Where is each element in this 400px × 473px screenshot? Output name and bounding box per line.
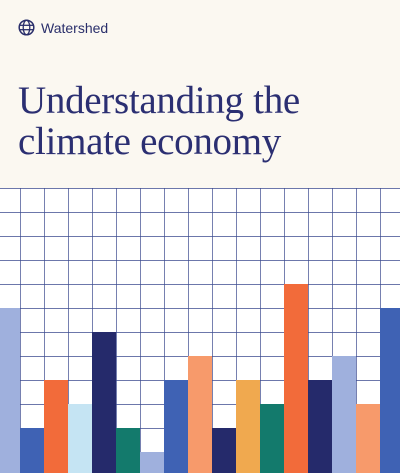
bar (44, 380, 68, 473)
bars (0, 284, 400, 473)
brand-logo (18, 19, 35, 36)
bar (380, 308, 400, 473)
bar (68, 404, 92, 473)
bar (188, 356, 212, 473)
bar (164, 380, 188, 473)
title: Understanding the climate economy (18, 80, 300, 162)
bar (260, 404, 284, 473)
bar (140, 452, 164, 473)
grid-art (0, 188, 400, 473)
brand-name: Watershed (41, 19, 109, 36)
title-line: Understanding the (18, 79, 300, 122)
bar (356, 404, 380, 473)
bar (212, 428, 236, 473)
bar (0, 308, 20, 473)
title-line: climate economy (18, 120, 281, 163)
bar (236, 380, 260, 473)
bar (284, 284, 308, 473)
bar (332, 356, 356, 473)
bar (116, 428, 140, 473)
brand: Watershed (18, 19, 108, 36)
bar (20, 428, 44, 473)
bar (92, 332, 116, 473)
bar (308, 380, 332, 473)
